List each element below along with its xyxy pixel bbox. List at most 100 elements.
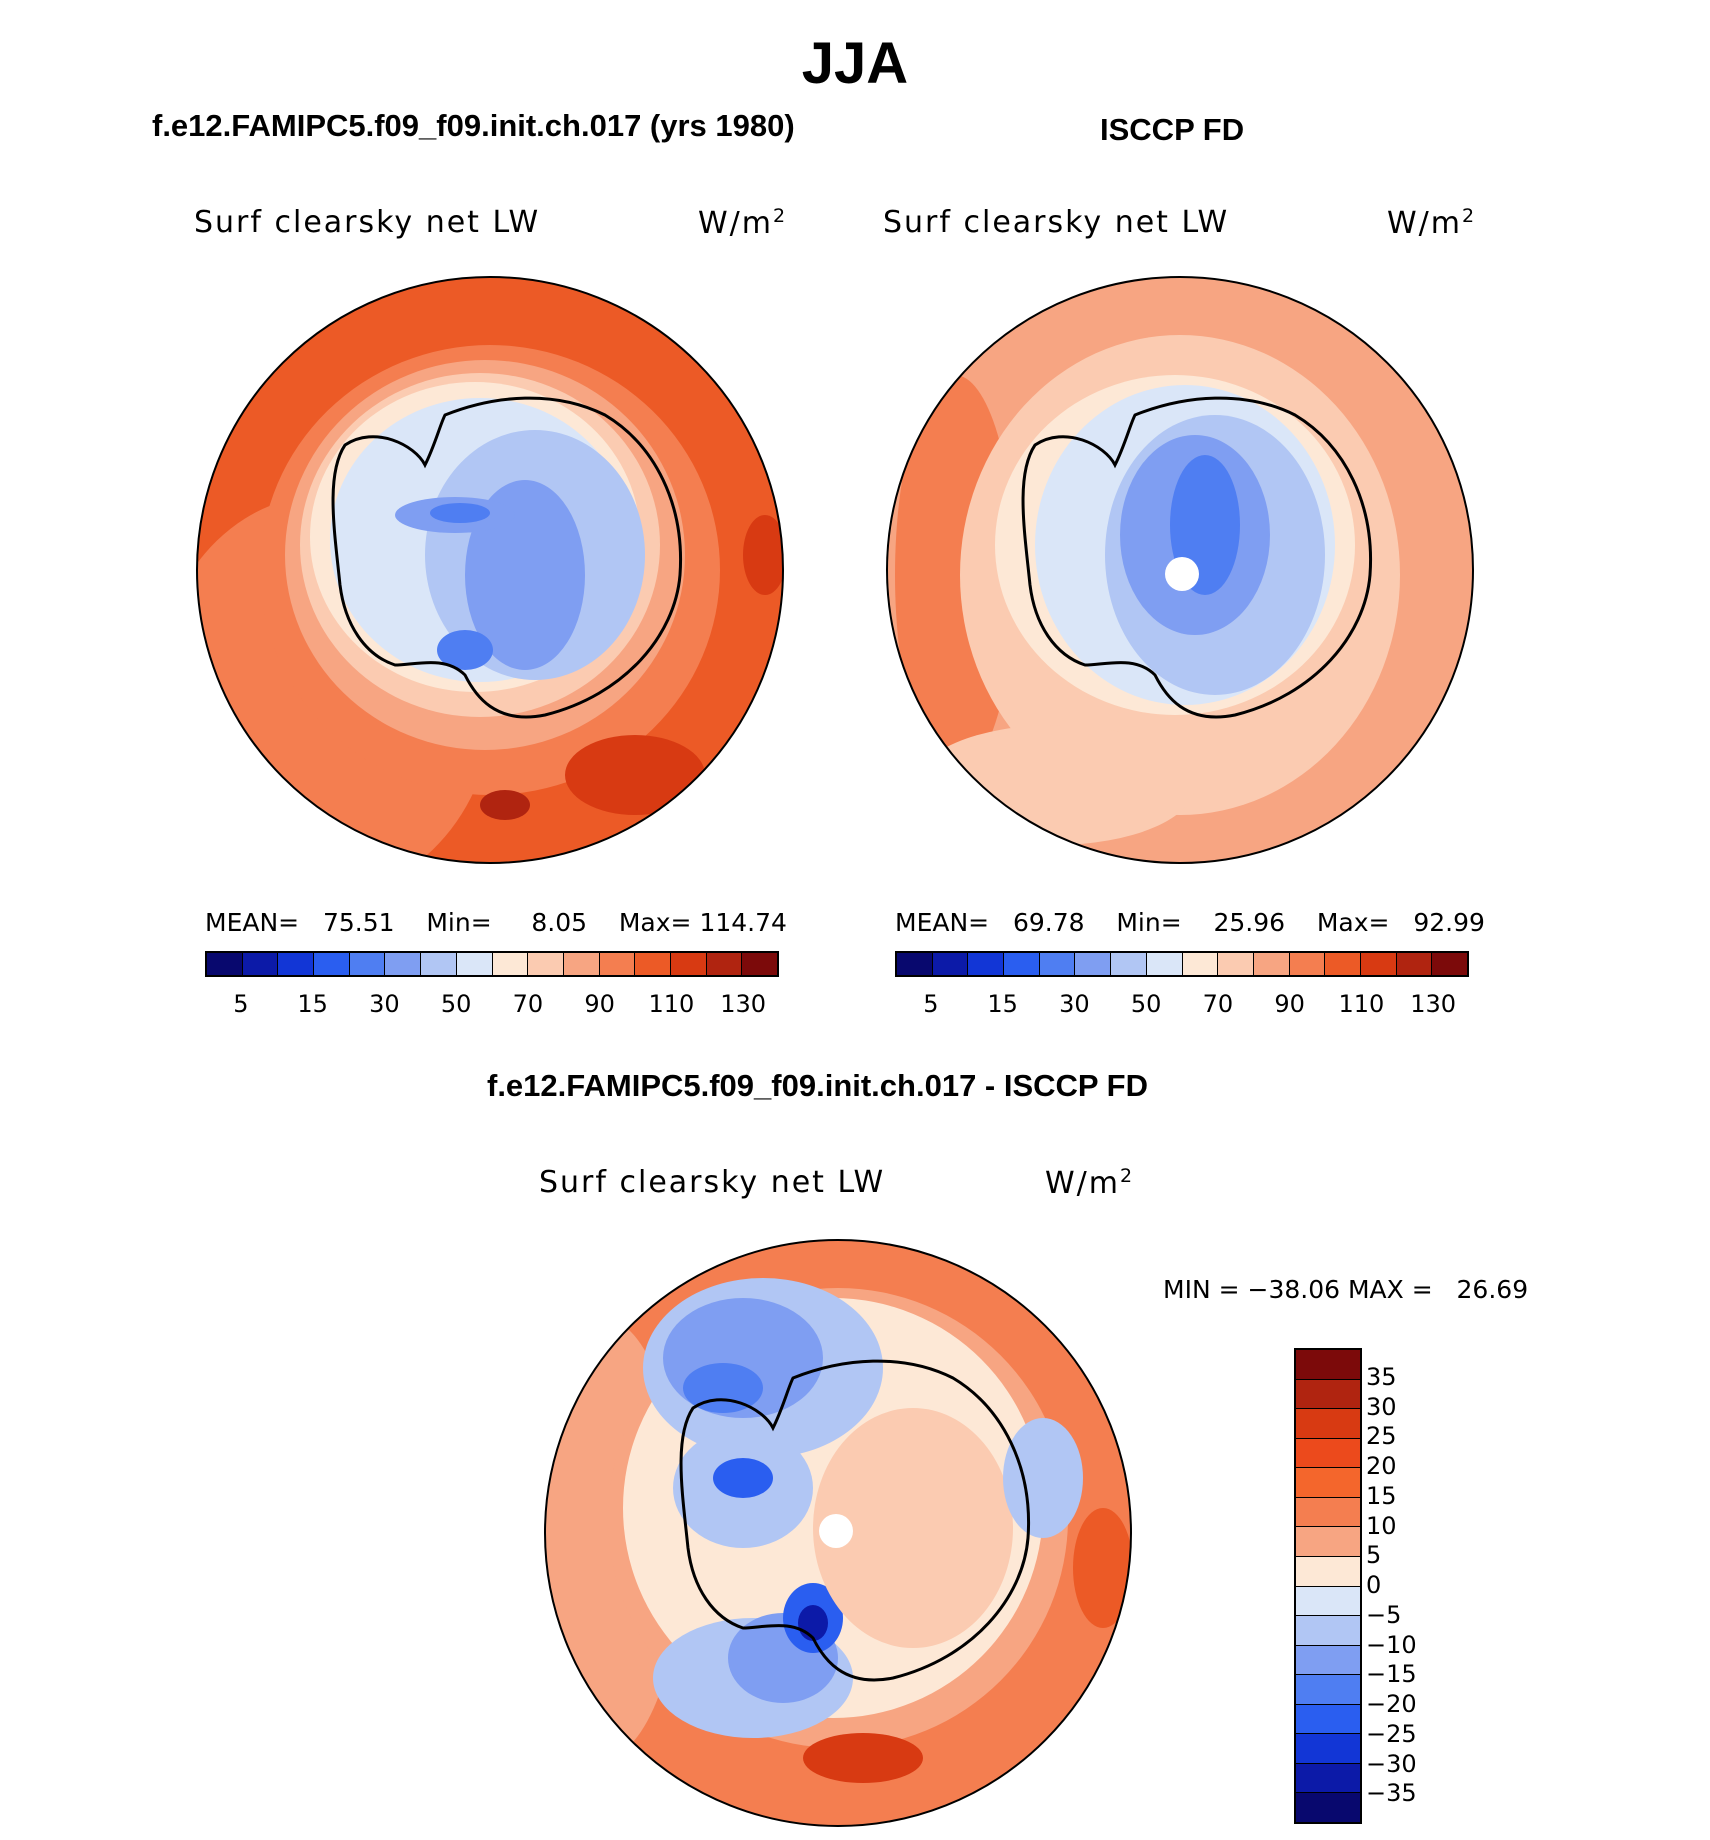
model-colorbar-tick-label: 50 (440, 990, 472, 1018)
obs-map (886, 276, 1474, 864)
diff-colorbar-tick-label: 25 (1366, 1422, 1397, 1451)
obs-colorbar-tick-label: 5 (923, 990, 939, 1018)
obs-colorbar-swatch (1182, 953, 1219, 975)
obs-colorbar-swatch (1289, 953, 1326, 975)
model-panel-title: f.e12.FAMIPC5.f09_f09.init.ch.017 (yrs 1… (152, 108, 795, 143)
model-map (196, 276, 784, 864)
diff-colorbar-tick-label: 0 (1366, 1571, 1382, 1599)
diff-colorbar-tick-label: 15 (1366, 1481, 1397, 1510)
model-colorbar-swatch (528, 953, 564, 975)
obs-variable-label: Surf clearsky net LW (883, 205, 1230, 240)
model-colorbar-swatch (314, 953, 350, 975)
model-colorbar-swatch (635, 953, 671, 975)
obs-colorbar-swatch (897, 953, 933, 975)
diff-colorbar-tick-label: −30 (1366, 1749, 1417, 1778)
obs-colorbar-tick-label: 90 (1274, 990, 1305, 1018)
model-colorbar-tick-label: 15 (297, 990, 328, 1018)
diff-colorbar-swatch (1296, 1704, 1360, 1735)
diff-panel-title: f.e12.FAMIPC5.f09_f09.init.ch.017 - ISCC… (487, 1068, 1148, 1103)
diff-colorbar-tick-label: −15 (1366, 1660, 1417, 1689)
model-stats: MEAN= 75.51 Min= 8.05 Max= 114.74 (205, 908, 787, 937)
obs-colorbar-swatch (1039, 953, 1076, 975)
model-colorbar-swatch (599, 953, 636, 975)
obs-colorbar-swatch (1396, 953, 1433, 975)
diff-units-label: W/m2 (1045, 1165, 1135, 1201)
model-colorbar-swatch (349, 953, 386, 975)
obs-units-label: W/m2 (1387, 205, 1477, 241)
diff-colorbar-swatch (1296, 1586, 1360, 1617)
obs-colorbar-tick-label: 50 (1130, 990, 1162, 1018)
diff-colorbar-tick-label: 35 (1366, 1362, 1397, 1391)
diff-colorbar-swatch (1296, 1793, 1360, 1822)
diff-colorbar-swatch (1296, 1350, 1360, 1380)
obs-colorbar-tick-label: 110 (1338, 990, 1385, 1018)
obs-panel-title: ISCCP FD (1100, 112, 1245, 147)
diff-colorbar-swatch (1296, 1645, 1360, 1676)
obs-colorbar-swatch (1218, 953, 1254, 975)
diff-colorbar-tick-label: 10 (1366, 1511, 1397, 1540)
obs-colorbar-ticks: 5 15 30 50 70 90 110 130 (895, 990, 1469, 1020)
model-colorbar-swatch (492, 953, 529, 975)
diff-colorbar-swatch (1296, 1616, 1360, 1646)
diff-map (544, 1239, 1132, 1827)
obs-colorbar-swatch (968, 953, 1005, 975)
model-colorbar-swatch (456, 953, 493, 975)
model-colorbar-swatch (670, 953, 707, 975)
model-colorbar-tick-label: 5 (233, 990, 249, 1018)
diff-colorbar-swatch (1296, 1763, 1360, 1794)
model-colorbar-tick-label: 90 (584, 990, 615, 1018)
model-colorbar-swatch (563, 953, 600, 975)
model-variable-label: Surf clearsky net LW (194, 205, 541, 240)
diff-colorbar-swatch (1296, 1556, 1360, 1587)
model-colorbar-tick-label: 130 (720, 990, 767, 1018)
obs-colorbar-tick-label: 30 (1059, 990, 1090, 1018)
diff-colorbar-swatch (1296, 1527, 1360, 1557)
obs-colorbar-swatch (1111, 953, 1147, 975)
diff-colorbar-tick-label: 30 (1366, 1392, 1397, 1421)
obs-colorbar-swatch (1360, 953, 1397, 975)
diff-colorbar (1294, 1348, 1362, 1824)
diff-colorbar-swatch (1296, 1675, 1360, 1705)
obs-colorbar-tick-label: 15 (987, 990, 1018, 1018)
obs-colorbar (895, 951, 1469, 977)
diff-colorbar-tick-label: 20 (1366, 1452, 1397, 1480)
obs-colorbar-tick-label: 70 (1202, 990, 1234, 1018)
diff-colorbar-swatch (1296, 1409, 1360, 1439)
diff-coastline (679, 1359, 1031, 1682)
model-colorbar-ticks: 5 15 30 50 70 90 110 130 (205, 990, 779, 1020)
model-colorbar (205, 951, 779, 977)
obs-colorbar-swatch (932, 953, 969, 975)
model-colorbar-swatch (242, 953, 279, 975)
diff-colorbar-swatch (1296, 1734, 1360, 1764)
obs-colorbar-swatch (1146, 953, 1183, 975)
obs-stats: MEAN= 69.78 Min= 25.96 Max= 92.99 (895, 908, 1485, 937)
diff-colorbar-tick-label: 5 (1366, 1541, 1382, 1570)
model-coastline (331, 396, 683, 719)
model-colorbar-swatch (278, 953, 315, 975)
model-colorbar-tick-label: 110 (648, 990, 695, 1018)
diff-colorbar-tick-label: −5 (1366, 1600, 1402, 1629)
diff-colorbar-tick-label: −10 (1366, 1630, 1417, 1659)
obs-colorbar-swatch (1432, 953, 1467, 975)
model-colorbar-swatch (385, 953, 422, 975)
obs-colorbar-swatch (1325, 953, 1361, 975)
model-colorbar-swatch (207, 953, 243, 975)
obs-coastline (1021, 396, 1373, 719)
model-colorbar-tick-label: 30 (369, 990, 400, 1018)
diff-colorbar-tick-label: −35 (1366, 1779, 1417, 1808)
model-colorbar-swatch (742, 953, 777, 975)
diff-variable-label: Surf clearsky net LW (539, 1165, 886, 1200)
diff-colorbar-swatch (1296, 1497, 1360, 1528)
diff-colorbar-ticks: 35 30 25 20 15 10 5 0 −5 −10 −15 −20 −25 −30 −35 (1366, 1348, 1456, 1824)
model-units-label: W/m2 (698, 205, 788, 241)
diff-colorbar-tick-label: −20 (1366, 1690, 1417, 1718)
diff-stats: MIN = −38.06 MAX = 26.69 (1163, 1275, 1529, 1304)
model-colorbar-swatch (706, 953, 743, 975)
diff-colorbar-swatch (1296, 1379, 1360, 1410)
diff-colorbar-swatch (1296, 1468, 1360, 1498)
model-colorbar-swatch (421, 953, 457, 975)
figure-title: JJA (801, 31, 909, 96)
obs-colorbar-swatch (1004, 953, 1040, 975)
diff-colorbar-tick-label: −25 (1366, 1719, 1417, 1748)
obs-colorbar-swatch (1075, 953, 1112, 975)
